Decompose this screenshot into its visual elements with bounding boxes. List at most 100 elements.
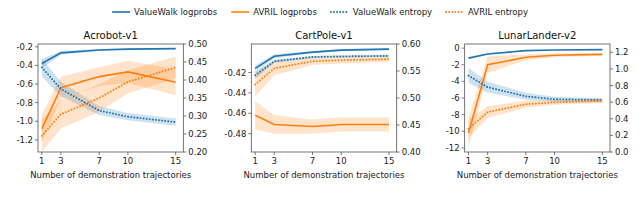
y-tick: [35, 121, 38, 122]
y-tick-label: -1.0: [16, 116, 33, 126]
y2-tick-label: 1.2: [615, 47, 629, 57]
y2-tick: [610, 85, 613, 86]
entropy-line: [255, 59, 389, 84]
y2-tick: [183, 134, 186, 135]
y-tick-label: -1.2: [16, 135, 33, 145]
x-tick-label: 10: [336, 156, 347, 166]
logprob-line: [42, 49, 176, 64]
legend-item: AVRIL logprobs: [231, 7, 317, 17]
y2-tick: [610, 135, 613, 136]
x-tick: [99, 152, 100, 155]
y2-tick-label: 0.55: [402, 66, 421, 76]
y-tick: [462, 81, 465, 82]
y2-tick-label: 0.2: [615, 130, 629, 140]
x-tick-label: 7: [523, 156, 528, 166]
entropy-line: [468, 101, 602, 129]
y2-tick: [183, 62, 186, 63]
figure: 1371015-1.2-1.0-0.8-0.6-0.4-0.20.200.250…: [0, 0, 640, 197]
x-tick-label: 10: [122, 156, 133, 166]
x-tick: [127, 152, 128, 155]
y2-tick-label: 0.45: [402, 120, 421, 130]
entropy-line: [42, 67, 176, 135]
y2-tick-label: 0.6: [615, 97, 629, 107]
panel: 1371015-12-10-8-6-4-200.00.20.40.60.81.0…: [446, 30, 629, 180]
y-tick: [462, 131, 465, 132]
legend-label: ValueWalk logprobs: [134, 7, 218, 17]
std-band: [42, 57, 176, 152]
y-tick-label: -4: [451, 76, 459, 86]
y2-tick-label: 0.25: [188, 129, 207, 139]
y-tick-label: -2: [451, 60, 459, 70]
panel: 1371015-0.48-0.46-0.44-0.420.400.450.500…: [224, 30, 420, 180]
legend-item: ValueWalk logprobs: [112, 7, 218, 17]
legend-swatch: [331, 11, 349, 13]
y-tick: [35, 46, 38, 47]
y-tick-label: 0: [454, 43, 459, 53]
y2-tick-label: 0.50: [188, 39, 207, 49]
y-tick: [35, 139, 38, 140]
x-tick-label: 7: [96, 156, 101, 166]
legend-label: ValueWalk entropy: [353, 7, 432, 17]
std-band: [255, 101, 389, 134]
legend-item: AVRIL entropy: [446, 7, 528, 17]
entropy-line: [42, 67, 176, 122]
x-tick-label: 7: [310, 156, 315, 166]
x-tick-label: 15: [597, 156, 608, 166]
y-tick: [248, 133, 251, 134]
y-tick: [248, 92, 251, 93]
y-tick-label: -0.46: [224, 108, 246, 118]
x-tick: [274, 152, 275, 155]
plot-frame: [251, 44, 396, 152]
plot-area: [255, 48, 389, 134]
legend-item: ValueWalk entropy: [331, 7, 432, 17]
plot-frame: [465, 44, 610, 152]
panel-title: Acrobot-v1: [84, 30, 138, 41]
x-tick: [468, 152, 469, 155]
y-tick-label: -6: [451, 93, 459, 103]
y2-tick: [610, 102, 613, 103]
y2-tick: [183, 44, 186, 45]
y-tick: [35, 65, 38, 66]
x-axis-label: Number of demonstration trajectories: [457, 170, 619, 180]
panel: 1371015-1.2-1.0-0.8-0.6-0.4-0.20.200.250…: [16, 30, 207, 180]
x-tick-label: 1: [466, 156, 471, 166]
y-tick: [462, 114, 465, 115]
y-tick: [462, 64, 465, 65]
y2-tick: [397, 125, 400, 126]
y2-tick-label: 0.50: [402, 93, 421, 103]
x-axis-label: Number of demonstration trajectories: [30, 170, 192, 180]
legend-label: AVRIL entropy: [468, 7, 528, 17]
x-tick: [60, 152, 61, 155]
y2-tick: [610, 118, 613, 119]
y-tick: [35, 102, 38, 103]
x-tick: [487, 152, 488, 155]
y-tick-label: -0.8: [16, 98, 33, 108]
y-tick: [35, 84, 38, 85]
plot-area: [468, 49, 602, 147]
legend-swatch: [231, 11, 249, 13]
entropy-line: [468, 76, 602, 101]
x-tick-label: 3: [485, 156, 490, 166]
y2-tick-label: 0.0: [615, 147, 629, 157]
y2-tick: [397, 152, 400, 153]
y2-tick: [183, 116, 186, 117]
y-tick-label: -0.44: [224, 88, 246, 98]
x-tick: [312, 152, 313, 155]
x-tick: [41, 152, 42, 155]
y-tick-label: -8: [451, 110, 459, 120]
y2-tick-label: 0.60: [402, 39, 421, 49]
std-band: [468, 53, 602, 148]
x-tick-label: 15: [170, 156, 181, 166]
y2-tick: [610, 152, 613, 153]
plot-area: [42, 48, 176, 152]
x-axis-label: Number of demonstration trajectories: [243, 170, 405, 180]
y2-tick-label: 0.40: [402, 147, 421, 157]
x-tick-label: 3: [272, 156, 277, 166]
y-tick: [248, 113, 251, 114]
std-band: [255, 56, 389, 96]
y2-tick: [183, 98, 186, 99]
x-tick: [255, 152, 256, 155]
panel-title: CartPole-v1: [295, 30, 353, 41]
y2-tick: [397, 44, 400, 45]
y-tick-label: -10: [446, 126, 460, 136]
